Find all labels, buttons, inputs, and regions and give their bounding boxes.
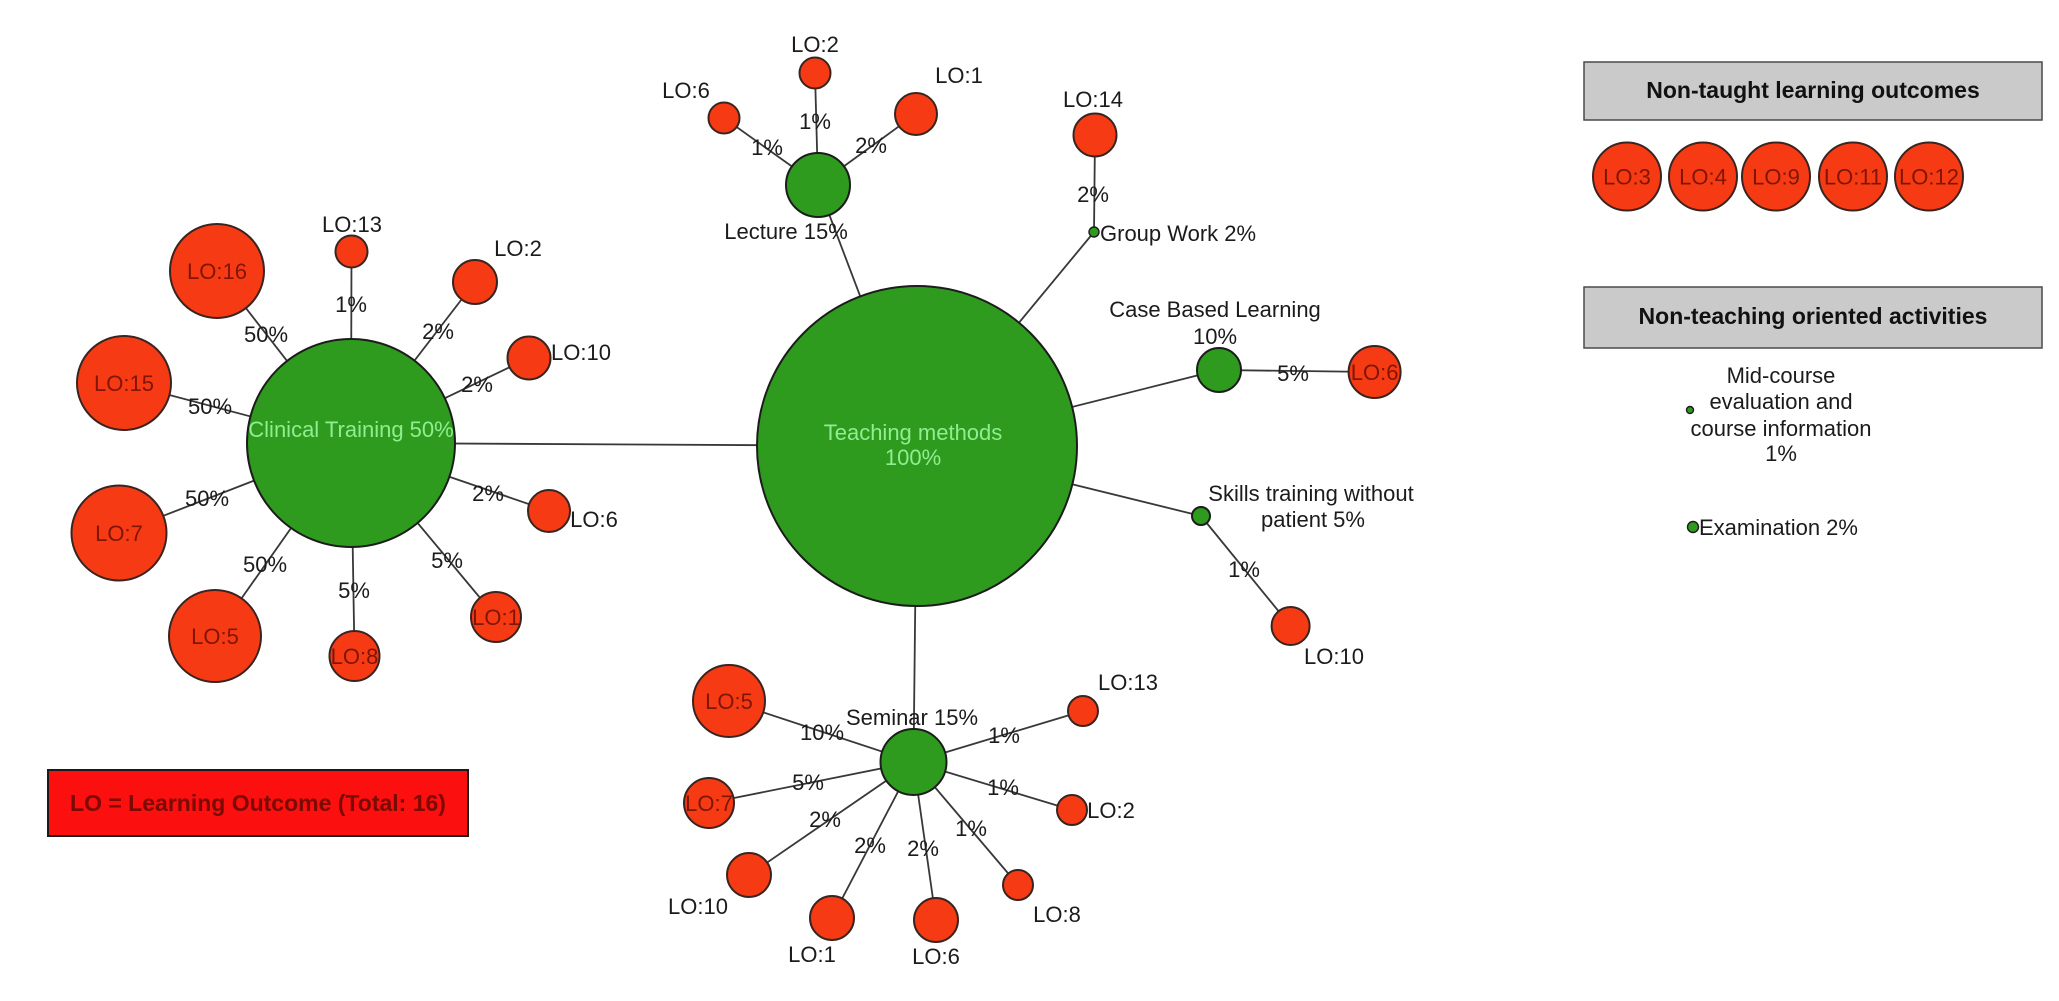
svg-text:1%: 1%	[335, 292, 367, 317]
svg-text:1%: 1%	[1228, 557, 1260, 582]
svg-text:50%: 50%	[243, 552, 287, 577]
svg-text:Mid-course: Mid-course	[1727, 363, 1836, 388]
svg-text:5%: 5%	[338, 578, 370, 603]
svg-text:LO:1: LO:1	[935, 63, 983, 88]
svg-text:Skills training without: Skills training without	[1208, 481, 1413, 506]
svg-text:10%: 10%	[1193, 324, 1237, 349]
svg-text:100%: 100%	[885, 445, 941, 470]
svg-text:LO:1: LO:1	[472, 605, 520, 630]
svg-text:Teaching methods: Teaching methods	[824, 420, 1003, 445]
svg-text:1%: 1%	[751, 135, 783, 160]
svg-text:2%: 2%	[855, 133, 887, 158]
svg-text:2%: 2%	[461, 372, 493, 397]
svg-text:LO:16: LO:16	[187, 259, 247, 284]
svg-text:LO:6: LO:6	[570, 507, 618, 532]
svg-text:Case Based Learning: Case Based Learning	[1109, 297, 1321, 322]
svg-text:1%: 1%	[987, 775, 1019, 800]
svg-text:LO:2: LO:2	[791, 32, 839, 57]
svg-text:Clinical Training 50%: Clinical Training 50%	[248, 417, 453, 442]
svg-text:LO:8: LO:8	[1033, 902, 1081, 927]
svg-text:LO:10: LO:10	[1304, 644, 1364, 669]
svg-text:2%: 2%	[854, 833, 886, 858]
svg-text:LO:5: LO:5	[191, 624, 239, 649]
svg-text:LO:3: LO:3	[1603, 165, 1651, 190]
svg-text:50%: 50%	[185, 486, 229, 511]
svg-text:5%: 5%	[431, 548, 463, 573]
svg-text:50%: 50%	[188, 394, 232, 419]
svg-text:evaluation and: evaluation and	[1709, 389, 1852, 414]
svg-text:LO:6: LO:6	[662, 78, 710, 103]
svg-text:1%: 1%	[799, 109, 831, 134]
svg-text:LO:15: LO:15	[94, 371, 154, 396]
svg-text:2%: 2%	[907, 836, 939, 861]
svg-text:LO:12: LO:12	[1899, 165, 1959, 190]
svg-text:Non-taught learning outcomes: Non-taught learning outcomes	[1646, 77, 1980, 103]
svg-text:Non-teaching oriented activiti: Non-teaching oriented activities	[1639, 303, 1988, 329]
svg-text:LO:14: LO:14	[1063, 87, 1123, 112]
svg-text:5%: 5%	[1277, 361, 1309, 386]
svg-text:LO:13: LO:13	[322, 212, 382, 237]
svg-text:Examination 2%: Examination 2%	[1699, 515, 1858, 540]
svg-text:patient 5%: patient 5%	[1261, 507, 1365, 532]
svg-text:LO:4: LO:4	[1679, 165, 1727, 190]
svg-text:2%: 2%	[422, 319, 454, 344]
svg-text:LO:7: LO:7	[685, 791, 733, 816]
svg-text:LO:13: LO:13	[1098, 670, 1158, 695]
svg-text:2%: 2%	[809, 807, 841, 832]
svg-text:course information: course information	[1691, 416, 1872, 441]
svg-text:1%: 1%	[955, 816, 987, 841]
svg-text:2%: 2%	[1077, 182, 1109, 207]
svg-text:LO = Learning Outcome (Total:: LO = Learning Outcome (Total: 16)	[70, 790, 446, 816]
svg-text:LO:9: LO:9	[1752, 165, 1800, 190]
svg-text:Group Work 2%: Group Work 2%	[1100, 221, 1256, 246]
svg-text:LO:7: LO:7	[95, 521, 143, 546]
svg-text:2%: 2%	[472, 481, 504, 506]
svg-text:1%: 1%	[988, 723, 1020, 748]
svg-text:LO:6: LO:6	[1351, 360, 1399, 385]
svg-text:LO:8: LO:8	[331, 644, 379, 669]
svg-text:LO:2: LO:2	[1087, 798, 1135, 823]
svg-text:50%: 50%	[244, 322, 288, 347]
svg-text:10%: 10%	[800, 720, 844, 745]
svg-text:LO:2: LO:2	[494, 236, 542, 261]
svg-text:LO:11: LO:11	[1824, 165, 1882, 190]
svg-text:Seminar 15%: Seminar 15%	[846, 705, 978, 730]
svg-text:LO:5: LO:5	[705, 689, 753, 714]
svg-text:5%: 5%	[792, 770, 824, 795]
svg-text:LO:10: LO:10	[551, 340, 611, 365]
svg-text:LO:1: LO:1	[788, 942, 836, 967]
svg-text:LO:10: LO:10	[668, 894, 728, 919]
svg-text:1%: 1%	[1765, 441, 1797, 466]
svg-text:LO:6: LO:6	[912, 944, 960, 969]
svg-text:Lecture 15%: Lecture 15%	[724, 219, 848, 244]
